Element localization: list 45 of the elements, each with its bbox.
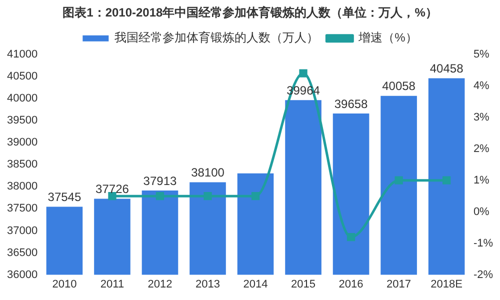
data-label: 40458	[430, 62, 464, 76]
point	[346, 232, 356, 242]
y-tick-label: 38500	[6, 158, 38, 171]
y-tick-label: 39500	[6, 114, 38, 127]
point	[156, 192, 164, 200]
point	[394, 176, 403, 184]
legend-label: 我国经常参加体育锻炼的人数（万人）	[114, 30, 319, 45]
y-tick-label: 40500	[6, 70, 38, 82]
y-tick-label: 37500	[6, 202, 38, 215]
y2-tick-label: -2%	[473, 268, 494, 281]
legend-label: 增速（%）	[358, 30, 418, 45]
point	[204, 192, 212, 200]
y-tick-label: 39000	[6, 136, 38, 149]
data-label: 37913	[143, 174, 177, 188]
y2-tick-label: -1%	[473, 237, 494, 250]
y-tick-label: 38000	[6, 180, 38, 193]
data-label: 39658	[334, 96, 368, 111]
y2-tick-label: 5%	[473, 48, 490, 60]
x-tick-label: 2012	[148, 278, 172, 290]
x-tick-label: 2014	[243, 278, 268, 290]
data-label: 38100	[191, 166, 225, 180]
data-label: 37545	[48, 190, 82, 204]
y2-tick-label: 2%	[473, 142, 490, 155]
y-tick-label: 40000	[6, 92, 38, 105]
x-tick-label: 2018E	[430, 278, 462, 290]
y-tick-label: 41000	[6, 48, 38, 60]
x-tick-label: 2011	[100, 278, 124, 290]
y2-tick-label: 1%	[473, 174, 490, 186]
data-label: 40058	[382, 79, 416, 94]
x-tick-label: 2016	[338, 278, 364, 290]
point	[251, 192, 260, 200]
x-tick-label: 2013	[196, 278, 220, 290]
x-tick-label: 2015	[291, 278, 316, 290]
y-tick-label: 36000	[6, 268, 38, 281]
chart-title: 图表1：2010-2018年中国经常参加体育锻炼的人数（单位：万人，%）	[62, 6, 438, 20]
y-tick-label: 36500	[6, 246, 38, 259]
y2-tick-label: 4%	[473, 80, 490, 92]
y2-tick-label: 3%	[473, 111, 490, 124]
point	[442, 176, 451, 184]
x-tick-label: 2010	[52, 278, 77, 290]
y2-tick-label: 0%	[473, 206, 490, 218]
y-tick-label: 37000	[6, 224, 38, 237]
point	[299, 69, 308, 78]
data-label: 37726	[96, 182, 130, 196]
x-tick-label: 2017	[386, 278, 412, 290]
